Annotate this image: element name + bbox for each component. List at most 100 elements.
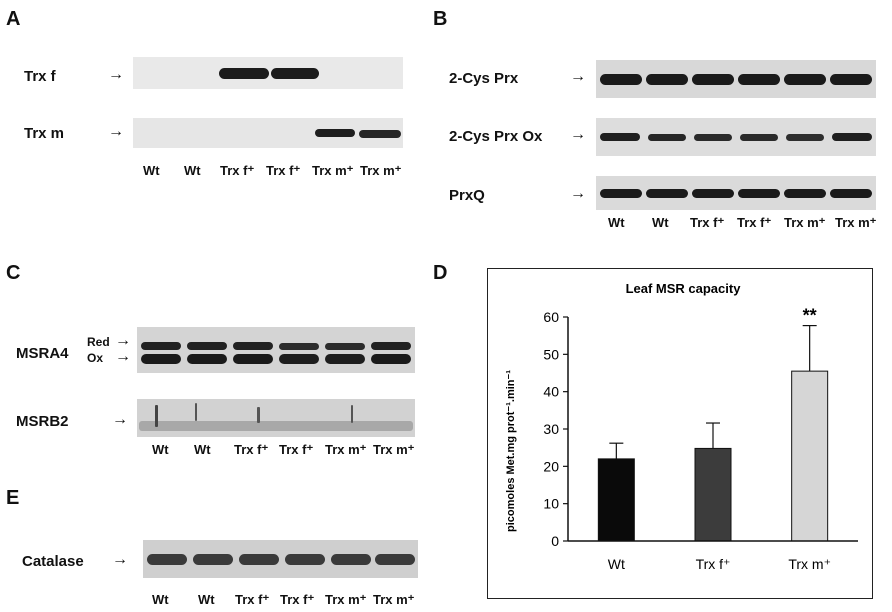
significance-marker: ** bbox=[803, 306, 817, 326]
row-label-catalase: Catalase bbox=[22, 553, 84, 570]
panel-letter-e: E bbox=[6, 487, 20, 509]
band bbox=[740, 134, 778, 141]
band bbox=[830, 74, 872, 85]
blot-trx-f bbox=[133, 57, 403, 89]
band bbox=[351, 405, 353, 423]
lane-label: Trx f⁺ bbox=[266, 163, 301, 178]
x-tick-label: Trx f⁺ bbox=[696, 556, 731, 572]
band bbox=[285, 554, 325, 565]
lane-label: Trx m⁺ bbox=[373, 442, 415, 457]
row-label-2-cys-prx: 2-Cys Prx bbox=[449, 70, 519, 87]
lane-label: Trx m⁺ bbox=[784, 215, 826, 230]
band bbox=[648, 134, 686, 141]
row-label-trx-m: Trx m bbox=[24, 125, 65, 142]
bar bbox=[694, 447, 732, 542]
band bbox=[646, 189, 688, 198]
panel-letter-d: D bbox=[433, 262, 448, 284]
y-tick-label: 20 bbox=[543, 458, 559, 474]
band-label-ox: Ox bbox=[87, 351, 104, 365]
lane-label: Trx f⁺ bbox=[280, 592, 315, 607]
lane-label: Wt bbox=[152, 592, 169, 607]
band bbox=[271, 68, 319, 79]
row-label-msrb2: MSRB2 bbox=[16, 413, 69, 430]
band bbox=[279, 343, 319, 350]
panel-letter-b: B bbox=[433, 8, 448, 30]
band bbox=[155, 405, 158, 427]
band bbox=[219, 68, 269, 79]
band bbox=[187, 354, 227, 364]
band bbox=[646, 74, 688, 85]
lane-label: Trx f⁺ bbox=[235, 592, 270, 607]
y-tick-label: 40 bbox=[543, 384, 559, 400]
band bbox=[141, 354, 181, 364]
lane-label: Trx f⁺ bbox=[220, 163, 255, 178]
row-label-prxq: PrxQ bbox=[449, 187, 485, 204]
band bbox=[325, 343, 365, 350]
lane-label: Wt bbox=[198, 592, 215, 607]
band bbox=[738, 74, 780, 85]
band bbox=[233, 354, 273, 364]
band bbox=[692, 74, 734, 85]
chart-frame: Leaf MSR capacity picomoles Met.mg prot⁻… bbox=[487, 268, 873, 599]
blot-catalase bbox=[143, 540, 418, 578]
lane-label: Wt bbox=[143, 163, 160, 178]
lane-label: Wt bbox=[194, 442, 211, 457]
lane-label: Wt bbox=[608, 215, 625, 230]
band bbox=[692, 189, 734, 198]
band bbox=[325, 354, 365, 364]
y-tick-label: 60 bbox=[543, 309, 559, 325]
band bbox=[786, 134, 824, 141]
band bbox=[371, 354, 411, 364]
band bbox=[141, 342, 181, 350]
arrow-icon: → bbox=[115, 348, 131, 365]
lane-label: Trx f⁺ bbox=[234, 442, 269, 457]
band bbox=[187, 342, 227, 350]
y-axis-label: picomoles Met.mg prot⁻¹.min⁻¹ bbox=[505, 370, 517, 532]
arrow-icon: → bbox=[115, 332, 131, 349]
lane-label: Trx m⁺ bbox=[325, 442, 367, 457]
bar bbox=[597, 458, 635, 542]
band bbox=[331, 554, 371, 565]
band bbox=[315, 129, 355, 137]
arrow-icon: → bbox=[570, 126, 586, 143]
band bbox=[279, 354, 319, 364]
band bbox=[139, 421, 413, 431]
y-tick-label: 30 bbox=[543, 421, 559, 437]
arrow-icon: → bbox=[112, 551, 128, 568]
band-label-red: Red bbox=[87, 335, 110, 349]
blot-2-cys-prx bbox=[596, 60, 876, 98]
blot-msrb2 bbox=[137, 399, 415, 437]
band bbox=[694, 134, 732, 141]
band bbox=[832, 133, 872, 141]
lane-label: Trx m⁺ bbox=[325, 592, 367, 607]
blot-2-cys-prx-ox bbox=[596, 118, 876, 156]
lane-label: Trx m⁺ bbox=[835, 215, 877, 230]
msr-capacity-chart: Leaf MSR capacity picomoles Met.mg prot⁻… bbox=[505, 281, 858, 572]
lane-label: Trx m⁺ bbox=[312, 163, 354, 178]
arrow-icon: → bbox=[570, 185, 586, 202]
lane-label: Trx f⁺ bbox=[279, 442, 314, 457]
bar bbox=[791, 370, 829, 542]
band bbox=[147, 554, 187, 565]
blot-trx-m bbox=[133, 118, 403, 148]
y-tick-label: 10 bbox=[543, 496, 559, 512]
chart-title: Leaf MSR capacity bbox=[626, 281, 742, 296]
band bbox=[738, 189, 780, 198]
band bbox=[600, 189, 642, 198]
band bbox=[830, 189, 872, 198]
arrow-icon: → bbox=[570, 68, 586, 85]
row-label-msra4: MSRA4 bbox=[16, 345, 69, 362]
panel-letter-a: A bbox=[6, 8, 21, 30]
x-tick-label: Wt bbox=[608, 556, 625, 572]
band bbox=[600, 133, 640, 141]
lane-label: Wt bbox=[152, 442, 169, 457]
lane-label: Trx f⁺ bbox=[690, 215, 725, 230]
row-label-trx-f: Trx f bbox=[24, 68, 56, 85]
lane-label: Trx f⁺ bbox=[737, 215, 772, 230]
lane-label: Trx m⁺ bbox=[373, 592, 415, 607]
band bbox=[195, 403, 197, 421]
band bbox=[371, 342, 411, 350]
blot-prxq bbox=[596, 176, 876, 210]
arrow-icon: → bbox=[108, 66, 124, 83]
band bbox=[375, 554, 415, 565]
